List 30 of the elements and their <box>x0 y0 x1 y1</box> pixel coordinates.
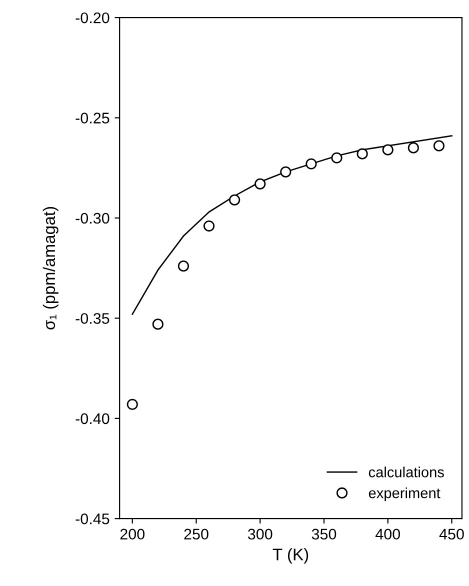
point <box>433 140 445 152</box>
y-tick-label: -0.35 <box>76 313 110 324</box>
point <box>382 144 394 156</box>
point <box>229 194 240 206</box>
x-tick-label: 450 <box>439 528 464 540</box>
x-tick-label: 400 <box>375 528 400 540</box>
y-tick-label: -0.45 <box>76 513 110 524</box>
point <box>331 152 342 164</box>
point <box>126 398 138 410</box>
point <box>254 178 266 190</box>
point <box>306 158 317 170</box>
point <box>280 166 292 178</box>
point <box>152 318 164 330</box>
point <box>178 260 190 272</box>
x-tick-label: 350 <box>312 528 336 540</box>
x-tick-label: 250 <box>184 528 208 540</box>
y-tick-label: -0.20 <box>76 12 110 24</box>
point <box>203 220 215 232</box>
x-tick-label: 300 <box>248 528 272 540</box>
x-tick-label: 200 <box>120 528 145 540</box>
x-axis-title: T (K) <box>272 548 308 564</box>
point <box>408 142 419 154</box>
legend-label: experiment <box>368 488 440 502</box>
y-axis-title: σ₁ (ppm/amagat) <box>42 206 58 330</box>
point <box>356 148 368 160</box>
legend-label: calculations <box>368 466 444 478</box>
y-tick-label: -0.25 <box>76 112 110 124</box>
y-tick-label: -0.40 <box>76 413 110 424</box>
line-series <box>132 135 452 315</box>
y-tick-label: -0.30 <box>76 212 110 224</box>
